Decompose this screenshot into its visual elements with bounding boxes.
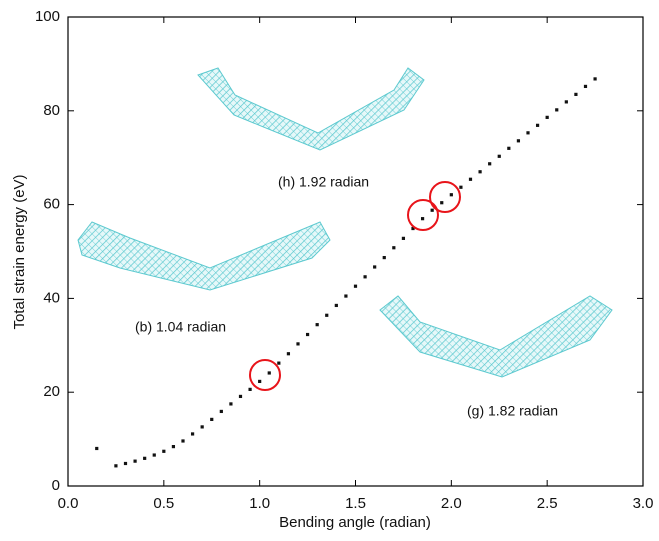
point — [516, 139, 521, 143]
x-tick-label: 1.0 — [249, 495, 270, 512]
y-tick-label: 100 — [35, 8, 60, 25]
point — [315, 323, 319, 327]
point — [200, 425, 204, 429]
point — [555, 108, 559, 112]
highlight-circle — [407, 199, 439, 231]
point — [574, 92, 578, 96]
x-tick-label: 0.5 — [153, 495, 174, 512]
point — [123, 461, 128, 466]
y-tick-label: 60 — [43, 196, 60, 213]
point — [411, 226, 415, 231]
point — [420, 217, 425, 221]
point — [190, 432, 195, 436]
annotation: (h) 1.92 radian — [278, 174, 369, 190]
highlight-circle — [429, 181, 461, 213]
x-axis-label: Bending angle (radian) — [279, 514, 431, 531]
point — [162, 449, 166, 453]
point — [95, 446, 99, 451]
x-tick-label: 1.5 — [345, 495, 366, 512]
highlight-circles — [249, 181, 461, 391]
point — [478, 170, 482, 174]
point — [440, 201, 444, 205]
point — [373, 265, 377, 269]
point — [488, 162, 492, 166]
point — [171, 445, 176, 449]
point — [459, 185, 463, 189]
point — [382, 255, 386, 260]
y-axis-label: Total strain energy (eV) — [11, 174, 28, 329]
point — [305, 332, 310, 337]
point — [325, 313, 329, 317]
point — [593, 77, 597, 81]
point — [296, 342, 300, 346]
molecule-g — [379, 295, 613, 378]
point — [430, 208, 434, 212]
molecule-b — [77, 221, 331, 291]
y-tick-label: 0 — [52, 477, 60, 494]
y-tick-label: 80 — [43, 102, 60, 119]
x-tick-label: 3.0 — [633, 495, 654, 512]
molecule-h — [197, 67, 425, 151]
point — [526, 131, 530, 135]
point — [507, 146, 511, 150]
point — [210, 417, 214, 422]
point — [497, 154, 501, 158]
point — [258, 379, 262, 384]
y-tick-label: 20 — [43, 383, 60, 400]
point — [248, 387, 252, 391]
y-tick-label: 40 — [43, 289, 60, 306]
point — [468, 177, 473, 181]
point — [353, 284, 358, 288]
point — [267, 371, 271, 375]
point — [152, 453, 156, 457]
annotation: (g) 1.82 radian — [467, 403, 558, 419]
x-tick-label: 2.0 — [441, 495, 462, 512]
point — [583, 84, 588, 89]
annotation: (b) 1.04 radian — [135, 319, 226, 335]
point — [334, 303, 338, 308]
point — [277, 361, 281, 365]
point — [181, 439, 185, 443]
point — [229, 402, 233, 406]
point — [114, 464, 118, 468]
point — [392, 246, 396, 250]
point — [143, 456, 147, 460]
highlight-circle — [249, 359, 281, 391]
point — [238, 394, 243, 399]
point — [545, 115, 549, 119]
point — [344, 294, 348, 298]
point — [449, 193, 453, 197]
x-tick-label: 2.5 — [537, 495, 558, 512]
point — [219, 409, 223, 414]
x-tick-label: 0.0 — [58, 495, 79, 512]
point — [363, 275, 367, 279]
point — [564, 100, 568, 104]
point — [401, 236, 406, 240]
point — [535, 123, 540, 127]
point — [286, 352, 291, 356]
point — [133, 459, 137, 463]
